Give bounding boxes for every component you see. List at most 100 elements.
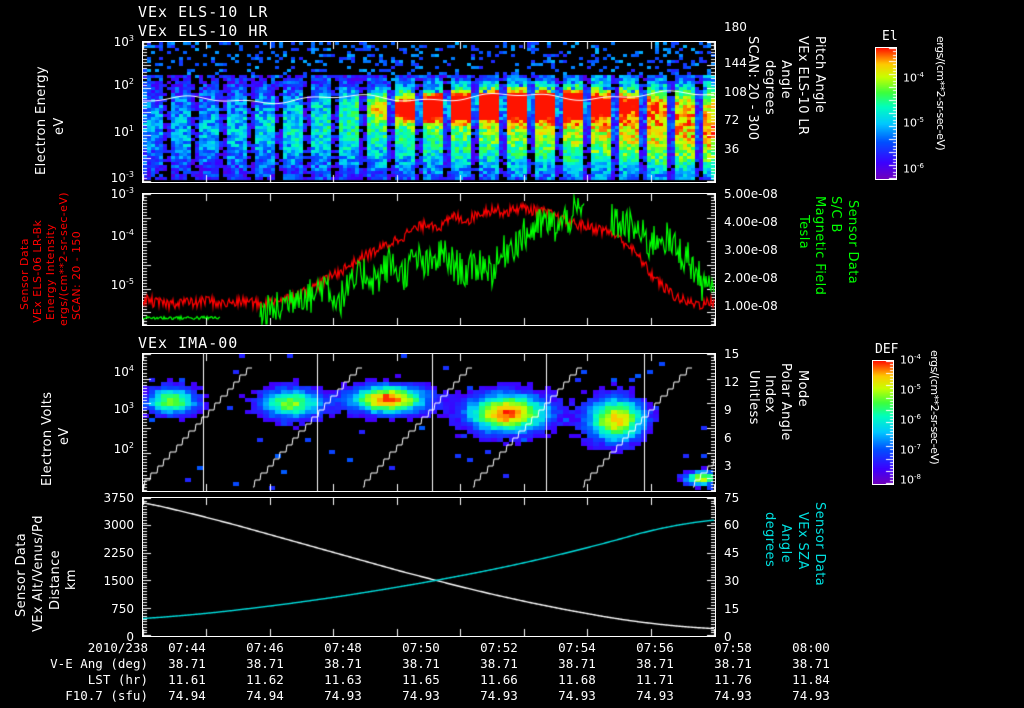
panel2-ytick-2: 10-5 [110, 277, 134, 292]
colorbar2-title: DEF [875, 342, 899, 357]
panel1-right-axis-label-5: SCAN: 20 - 300 [745, 36, 760, 141]
panel2-right-axis-label-3: Magnetic Field [812, 196, 827, 296]
colorbar-def [872, 360, 894, 485]
table-row-label: LST (hr) [87, 672, 148, 687]
panel3-right-axis-label-2: Polar Angle [778, 363, 793, 441]
panel2-right-axis-label-4: Tesla [796, 215, 811, 250]
panel1-right-ytick-3: 72 [724, 113, 740, 127]
panel4-left-axis-label-4: km [64, 569, 79, 590]
panel4-right-ytick-1: 60 [724, 518, 740, 532]
panel1-left-axis-label-2: eV [52, 117, 67, 135]
table-cell: 07:54 [558, 640, 596, 655]
panel3-right-ytick-0: 15 [724, 347, 740, 361]
table-cell: 07:48 [324, 640, 362, 655]
panel2-left-axis-label-4: ergs/(cm**2-sr-sec-eV) [57, 192, 70, 326]
bottom-table-element: 2010/238 07:44 07:46 07:48 07:50 07:52 07:54 07… [0, 640, 850, 704]
table-cell: 11.61 [168, 672, 206, 687]
colorbar1-tick-1: 10-5 [903, 116, 924, 130]
panel2-right-ytick-0: 5.00e-08 [724, 187, 778, 201]
panel-electron-energy-spectrogram[interactable] [142, 41, 716, 183]
panel3-left-axis-label-2: eV [57, 427, 72, 445]
colorbar2-tick-2: 10-6 [900, 413, 921, 427]
table-cell: 07:56 [636, 640, 674, 655]
colorbar2-tick-4: 10-8 [900, 473, 921, 487]
panel3-right-ytick-1: 12 [724, 375, 740, 389]
panel4-ytick-2: 2250 [103, 546, 134, 560]
panel4-right-ytick-3: 30 [724, 574, 740, 588]
table-cell: 38.71 [558, 656, 596, 671]
colorbar2-tick-1: 10-5 [900, 383, 921, 397]
colorbar2-tick-0: 10-4 [900, 353, 921, 367]
panel4-right-ytick-4: 15 [724, 602, 740, 616]
panel4-ytick-4: 750 [111, 602, 134, 616]
panel1-right-ytick-1: 144 [724, 56, 747, 70]
panel3-right-axis-label-3: Index [762, 375, 777, 413]
colorbar1-title: El [882, 29, 898, 44]
panel3-ytick-0: 104 [113, 364, 134, 379]
panel1-ytick-1: 102 [113, 77, 134, 92]
colorbar1-tick-0: 10-4 [903, 71, 924, 85]
colorbar2-unit: ergs/(cm**2-sr-sec-eV) [928, 350, 941, 465]
panel4-ytick-5: 0 [126, 630, 134, 644]
panel4-right-ytick-2: 45 [724, 546, 740, 560]
table-cell: 38.71 [792, 656, 830, 671]
table-cell: 11.66 [480, 672, 518, 687]
panel1-left-axis-label-1: Electron Energy [34, 66, 49, 175]
table-cell: 74.93 [324, 688, 362, 703]
table-cell: 74.93 [402, 688, 440, 703]
panel4-right-ytick-0: 75 [724, 491, 740, 505]
bottom-parameter-table: 2010/238 07:44 07:46 07:48 07:50 07:52 07:54 07… [0, 640, 1024, 704]
table-cell: 11.84 [792, 672, 830, 687]
table-cell: 38.71 [402, 656, 440, 671]
table-cell: 74.93 [558, 688, 596, 703]
panel1-right-axis-label-4: degrees [762, 60, 777, 116]
panel4-left-axis-label-3: Distance [48, 549, 63, 610]
table-cell: 11.62 [246, 672, 284, 687]
panel3-ytick-2: 102 [113, 441, 134, 456]
panel4-ytick-0: 3750 [103, 491, 134, 505]
table-cell: 11.76 [714, 672, 752, 687]
panel-ima-ion-spectrogram[interactable] [142, 353, 716, 492]
panel3-right-axis-label-1: Mode [795, 370, 810, 408]
panel3-left-axis-label-1: Electron Volts [40, 391, 55, 486]
table-row-label: 2010/238 [87, 640, 148, 655]
panel2-left-axis-label-5: SCAN: 20 - 150 [70, 230, 83, 320]
panel3-title: VEx IMA-00 [138, 334, 239, 352]
panel2-right-ytick-3: 2.00e-08 [724, 271, 778, 285]
table-cell: 11.65 [402, 672, 440, 687]
panel1-right-axis-label-3: Angle [778, 60, 793, 99]
table-row: V-E Ang (deg) 38.71 38.71 38.71 38.71 38.71 38… [0, 656, 850, 672]
panel-altitude-sza[interactable] [142, 497, 716, 637]
table-row-label: V-E Ang (deg) [50, 656, 148, 671]
table-row-label: F10.7 (sfu) [65, 688, 148, 703]
panel4-right-axis-label-2: VEx SZA [795, 512, 810, 570]
table-cell: 11.71 [636, 672, 674, 687]
panel1-right-axis-label-1: Pitch Angle [812, 36, 827, 114]
panel3-right-ytick-3: 6 [724, 431, 732, 445]
panel4-ytick-1: 3000 [103, 518, 134, 532]
panel2-left-axis-label-1: Sensor Data [18, 238, 31, 310]
panel4-right-axis-label-4: degrees [762, 512, 777, 568]
table-cell: 38.71 [714, 656, 752, 671]
table-cell: 38.71 [480, 656, 518, 671]
panel3-ytick-1: 103 [113, 401, 134, 416]
colorbar-el [875, 47, 897, 180]
table-cell: 07:58 [714, 640, 752, 655]
panel-energy-intensity-magnetic-field[interactable] [142, 193, 716, 326]
panel2-left-axis-label-2: VEx ELS-06 LR-Bk [31, 219, 44, 323]
table-cell: 74.93 [792, 688, 830, 703]
panel4-ytick-3: 1500 [103, 574, 134, 588]
panel4-right-ytick-5: 0 [724, 630, 732, 644]
panel3-right-ytick-2: 9 [724, 403, 732, 417]
panel2-right-ytick-2: 3.00e-08 [724, 243, 778, 257]
panel2-right-ytick-4: 1.00e-08 [724, 299, 778, 313]
panel1-right-axis-label-2: VEx ELS-10 LR [795, 36, 810, 136]
table-cell: 74.93 [714, 688, 752, 703]
panel2-right-ytick-1: 4.00e-08 [724, 215, 778, 229]
table-cell: 07:52 [480, 640, 518, 655]
panel1-ytick-below: 10-3 [110, 170, 134, 185]
table-row: LST (hr) 11.61 11.62 11.63 11.65 11.66 11.68 11… [0, 672, 850, 688]
table-cell: 38.71 [168, 656, 206, 671]
panel4-left-axis-label-2: VEx Alt/Venus/Pd [31, 515, 46, 632]
